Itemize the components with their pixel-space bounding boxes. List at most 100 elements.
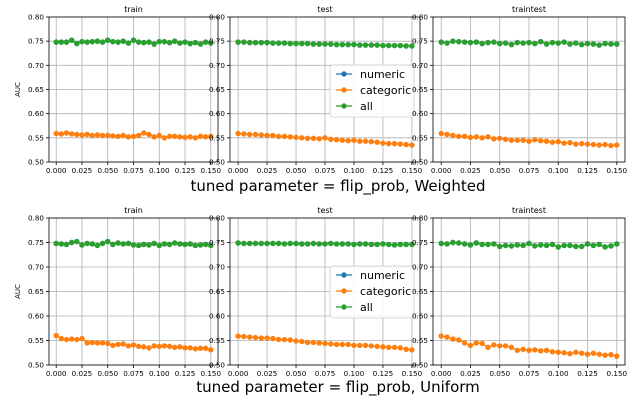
point-all <box>497 244 502 249</box>
point-all <box>340 241 345 246</box>
point-categoric <box>203 134 208 139</box>
x-tick-label: 0.025 <box>257 369 278 378</box>
point-all <box>450 38 455 43</box>
point-all <box>479 242 484 247</box>
point-all <box>141 242 146 247</box>
point-all <box>69 38 74 43</box>
legend-marker-all <box>341 304 346 309</box>
point-all <box>151 241 156 246</box>
point-categoric <box>345 342 350 347</box>
x-tick-label: 0.100 <box>548 166 569 175</box>
x-tick-label: 0.025 <box>72 166 93 175</box>
x-tick-label: 0.125 <box>373 166 394 175</box>
point-all <box>380 43 385 48</box>
point-categoric <box>95 132 100 137</box>
point-categoric <box>357 139 362 144</box>
point-categoric <box>579 141 584 146</box>
point-categoric <box>602 142 607 147</box>
x-tick-label: 0.100 <box>149 369 170 378</box>
x-tick-label: 0.100 <box>344 166 365 175</box>
point-all <box>544 243 549 248</box>
y-tick-label: 0.70 <box>28 263 44 272</box>
point-categoric <box>79 132 84 137</box>
point-all <box>585 241 590 246</box>
point-categoric <box>491 342 496 347</box>
point-all <box>532 243 537 248</box>
point-categoric <box>322 135 327 140</box>
panel-title: test <box>317 206 332 215</box>
point-all <box>282 241 287 246</box>
point-categoric <box>403 347 408 352</box>
y-tick-label: 0.65 <box>209 85 225 94</box>
point-all <box>439 241 444 246</box>
legend: numeric categoric all <box>330 65 414 117</box>
point-categoric <box>579 351 584 356</box>
point-all <box>497 41 502 46</box>
point-all <box>585 41 590 46</box>
point-categoric <box>503 137 508 142</box>
point-all <box>608 243 613 248</box>
point-all <box>59 39 64 44</box>
point-all <box>573 244 578 249</box>
y-tick-label: 0.50 <box>209 158 225 167</box>
point-all <box>79 242 84 247</box>
point-all <box>357 42 362 47</box>
x-tick-label: 0.075 <box>519 369 540 378</box>
point-categoric <box>177 134 182 139</box>
point-all <box>157 39 162 44</box>
point-all <box>182 242 187 247</box>
point-all <box>597 42 602 47</box>
point-categoric <box>567 140 572 145</box>
point-categoric <box>456 337 461 342</box>
legend-label-all: all <box>360 100 373 113</box>
y-tick-label: 0.65 <box>412 287 428 296</box>
point-all <box>474 39 479 44</box>
point-categoric <box>54 333 59 338</box>
point-categoric <box>121 341 126 346</box>
point-categoric <box>182 345 187 350</box>
panel-title: traintest <box>512 206 546 215</box>
x-tick-label: 0.050 <box>97 166 118 175</box>
point-all <box>398 43 403 48</box>
x-tick-label: 0.000 <box>46 166 67 175</box>
y-tick-label: 0.55 <box>28 336 44 345</box>
point-categoric <box>450 133 455 138</box>
point-categoric <box>573 141 578 146</box>
y-tick-label: 0.50 <box>209 361 225 370</box>
point-categoric <box>573 350 578 355</box>
point-categoric <box>177 344 182 349</box>
point-all <box>538 39 543 44</box>
point-all <box>520 40 525 45</box>
y-tick-label: 0.50 <box>412 361 428 370</box>
point-categoric <box>59 131 64 136</box>
point-categoric <box>386 141 391 146</box>
point-all <box>64 39 69 44</box>
point-categoric <box>247 334 252 339</box>
point-categoric <box>439 131 444 136</box>
point-all <box>253 40 258 45</box>
point-all <box>526 241 531 246</box>
legend-label-numeric: numeric <box>360 68 405 81</box>
point-categoric <box>550 139 555 144</box>
point-categoric <box>241 131 246 136</box>
point-all <box>95 243 100 248</box>
point-categoric <box>64 130 69 135</box>
point-categoric <box>515 138 520 143</box>
point-all <box>167 242 172 247</box>
y-tick-label: 0.75 <box>28 37 44 46</box>
point-all <box>293 241 298 246</box>
point-categoric <box>591 351 596 356</box>
point-categoric <box>474 340 479 345</box>
point-categoric <box>126 134 131 139</box>
point-categoric <box>398 141 403 146</box>
point-categoric <box>264 335 269 340</box>
point-categoric <box>328 137 333 142</box>
y-tick-label: 0.75 <box>209 37 225 46</box>
point-categoric <box>305 136 310 141</box>
y-tick-label: 0.55 <box>412 336 428 345</box>
point-all <box>591 243 596 248</box>
point-categoric <box>334 342 339 347</box>
y-tick-label: 0.75 <box>412 37 428 46</box>
point-all <box>172 240 177 245</box>
